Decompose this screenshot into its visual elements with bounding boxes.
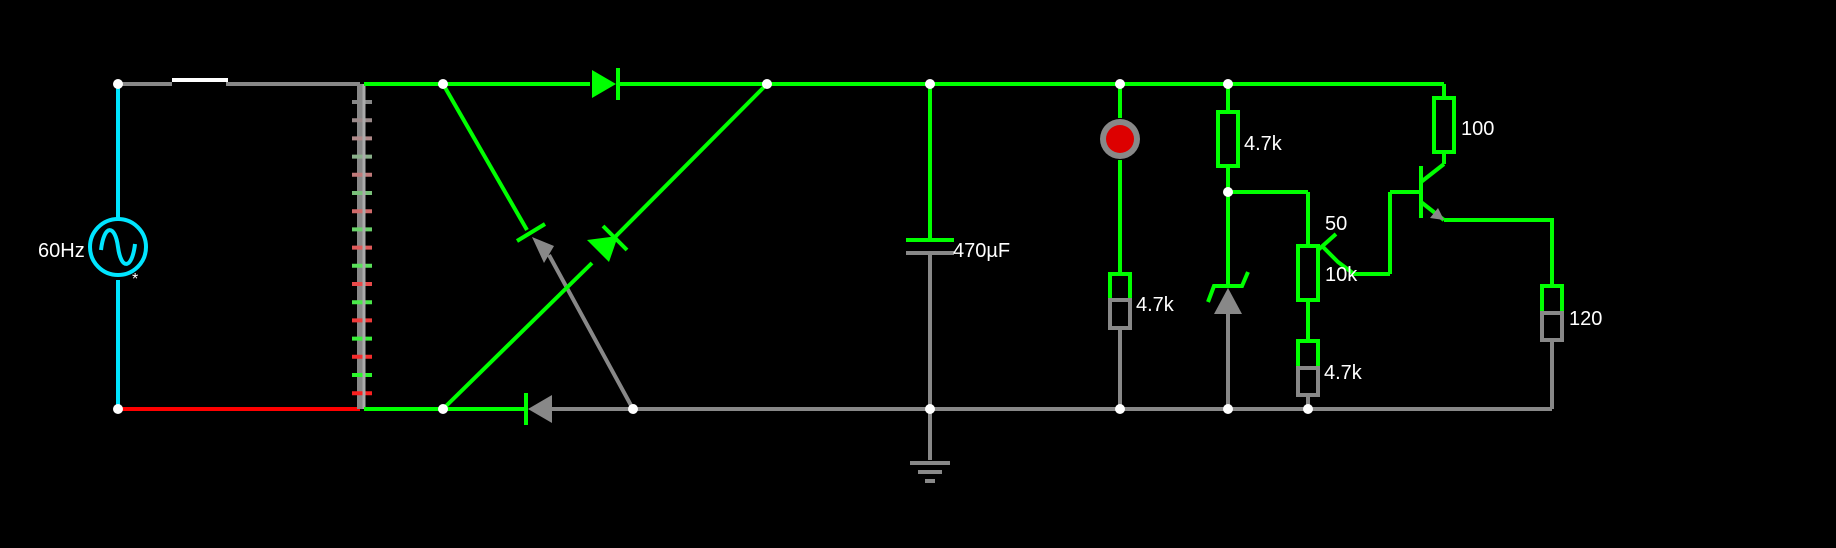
junction-dots <box>113 79 1313 414</box>
pot-value-label: 10k <box>1325 264 1358 286</box>
zener-resistor-icon[interactable] <box>1216 110 1240 168</box>
potentiometer-icon[interactable] <box>1296 244 1320 302</box>
ac-source-icon[interactable] <box>88 217 148 277</box>
collector-resistor-icon[interactable] <box>1432 96 1456 154</box>
series-diode-icon[interactable] <box>592 68 620 100</box>
lamp-icon[interactable] <box>1100 119 1140 159</box>
zener-resistor-label: 4.7k <box>1244 133 1283 155</box>
bridge-wire-left-diag[interactable] <box>441 83 529 231</box>
pot-bottom-resistor-label: 4.7k <box>1324 362 1363 384</box>
capacitor-value-label: 470µF <box>953 240 1010 262</box>
source-mark-label: * <box>132 271 138 288</box>
ground-icon <box>910 461 950 483</box>
bridge-wire-right-diag-upper[interactable] <box>612 82 769 240</box>
transformer-icon[interactable] <box>352 84 372 409</box>
pot-bottom-resistor-lower-icon <box>1296 366 1320 397</box>
collector-resistor-label: 100 <box>1461 118 1494 140</box>
emitter-wire[interactable] <box>1444 218 1554 286</box>
npn-transistor-icon[interactable] <box>1419 162 1446 222</box>
pot-wiper-icon[interactable] <box>1316 232 1390 276</box>
emitter-resistor-lower-icon <box>1540 311 1564 342</box>
bridge-wire-right-diag-lower[interactable] <box>441 261 594 411</box>
bridge-wire-gray-diag[interactable] <box>547 254 635 410</box>
bottom-diode-icon[interactable] <box>524 393 552 425</box>
source-frequency-label: 60Hz <box>38 240 85 262</box>
lamp-resistor-label: 4.7k <box>1136 294 1175 316</box>
pot-top-label: 50 <box>1325 213 1347 235</box>
lamp-resistor-lower-icon <box>1108 298 1132 330</box>
bridge-diode-1-icon[interactable] <box>515 222 554 263</box>
zener-diode-icon[interactable] <box>1206 271 1250 314</box>
emitter-resistor-label: 120 <box>1569 308 1602 330</box>
